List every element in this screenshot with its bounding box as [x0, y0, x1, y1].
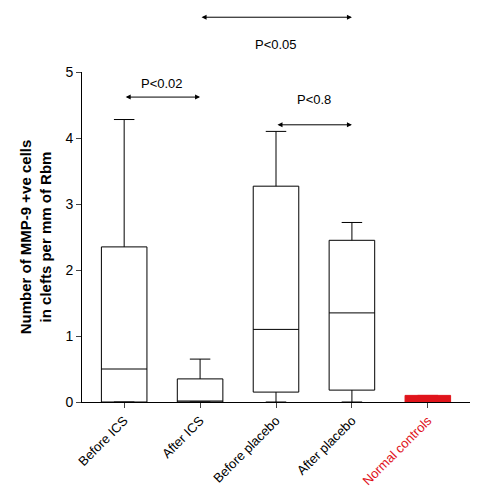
svg-text:After placebo: After placebo	[294, 413, 359, 478]
svg-text:2: 2	[65, 262, 73, 278]
svg-text:4: 4	[65, 130, 73, 146]
svg-text:P<0.8: P<0.8	[297, 92, 331, 107]
svg-text:3: 3	[65, 196, 73, 212]
svg-text:Normal controls: Normal controls	[360, 413, 435, 488]
svg-text:0: 0	[65, 394, 73, 410]
svg-text:5: 5	[65, 64, 73, 80]
svg-text:Before ICS: Before ICS	[75, 413, 131, 469]
svg-text:Number of MMP-9 +ve cellsin cl: Number of MMP-9 +ve cellsin clefts per m…	[17, 140, 54, 335]
svg-text:1: 1	[65, 328, 73, 344]
svg-text:P<0.05: P<0.05	[255, 37, 297, 52]
svg-text:Before placebo: Before placebo	[210, 413, 282, 485]
svg-text:P<0.02: P<0.02	[141, 76, 183, 91]
svg-text:After ICS: After ICS	[159, 413, 207, 461]
